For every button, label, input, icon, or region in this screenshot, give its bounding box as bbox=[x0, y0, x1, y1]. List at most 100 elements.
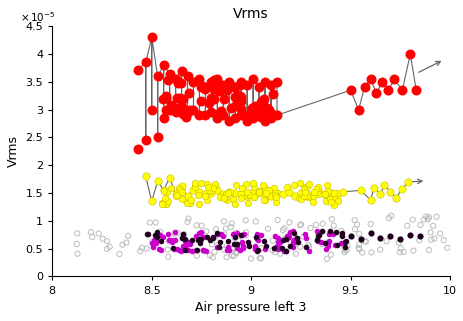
Point bbox=[432, 214, 439, 219]
Point bbox=[317, 240, 325, 245]
Point bbox=[387, 213, 394, 219]
Point bbox=[289, 183, 297, 188]
Point bbox=[273, 113, 280, 118]
Point bbox=[207, 95, 214, 100]
Point bbox=[99, 236, 106, 241]
Point bbox=[329, 190, 337, 195]
Point bbox=[165, 239, 172, 244]
Point bbox=[270, 186, 277, 191]
Point bbox=[366, 76, 373, 82]
Point bbox=[255, 104, 263, 109]
Point bbox=[300, 189, 308, 195]
Point bbox=[165, 237, 172, 242]
Point bbox=[219, 113, 226, 118]
Point bbox=[406, 51, 413, 56]
Point bbox=[255, 85, 262, 90]
Point bbox=[158, 201, 165, 206]
Point bbox=[306, 225, 313, 230]
Point bbox=[242, 242, 249, 247]
Point bbox=[231, 236, 238, 241]
Point bbox=[183, 242, 191, 247]
Point bbox=[210, 249, 218, 254]
Point bbox=[206, 237, 213, 242]
Point bbox=[220, 232, 227, 237]
Point bbox=[296, 190, 304, 195]
Point bbox=[245, 243, 252, 248]
Point bbox=[183, 110, 191, 115]
Point bbox=[290, 230, 297, 236]
Point bbox=[304, 242, 312, 247]
Point bbox=[257, 246, 264, 251]
Point bbox=[336, 240, 344, 246]
Point bbox=[153, 234, 161, 239]
Point bbox=[299, 234, 307, 239]
Point bbox=[396, 236, 403, 241]
Point bbox=[174, 230, 181, 235]
Point bbox=[199, 247, 206, 252]
Point bbox=[146, 220, 153, 225]
Point bbox=[264, 107, 271, 112]
Point bbox=[366, 197, 373, 202]
Point bbox=[207, 110, 215, 115]
Point bbox=[303, 195, 311, 200]
Point bbox=[280, 249, 287, 254]
Point bbox=[398, 88, 405, 93]
Point bbox=[240, 231, 247, 236]
Point bbox=[160, 188, 167, 194]
Point bbox=[384, 88, 391, 93]
Point bbox=[177, 184, 185, 189]
Point bbox=[372, 91, 379, 96]
Point bbox=[87, 230, 94, 235]
Point bbox=[181, 247, 188, 252]
Point bbox=[246, 192, 253, 197]
Point bbox=[231, 116, 238, 121]
Point bbox=[285, 234, 293, 239]
Point bbox=[260, 96, 268, 101]
Point bbox=[386, 189, 393, 195]
Point bbox=[249, 180, 256, 186]
Point bbox=[362, 239, 369, 244]
Point bbox=[164, 247, 171, 252]
Point bbox=[328, 231, 336, 236]
Point bbox=[244, 200, 251, 205]
Point bbox=[178, 196, 185, 201]
Point bbox=[160, 116, 167, 121]
Point bbox=[167, 102, 175, 107]
Point bbox=[261, 118, 268, 123]
Point bbox=[162, 107, 169, 112]
Point bbox=[384, 215, 392, 221]
Point bbox=[331, 230, 338, 235]
Point bbox=[144, 231, 151, 237]
Point bbox=[237, 113, 244, 118]
Point bbox=[399, 249, 407, 255]
Point bbox=[233, 93, 240, 98]
Point bbox=[168, 239, 175, 244]
Point bbox=[136, 249, 144, 254]
Point bbox=[180, 246, 187, 251]
Point bbox=[254, 247, 262, 253]
Point bbox=[308, 200, 316, 205]
Point bbox=[282, 248, 289, 253]
Point bbox=[220, 219, 227, 224]
Point bbox=[229, 246, 236, 251]
Point bbox=[208, 242, 215, 247]
Point bbox=[198, 247, 206, 252]
Point bbox=[134, 146, 141, 151]
Point bbox=[409, 248, 416, 253]
Point bbox=[285, 232, 292, 238]
Point bbox=[163, 78, 171, 83]
Point bbox=[186, 241, 193, 247]
Point bbox=[152, 239, 160, 244]
Point bbox=[209, 255, 216, 260]
Point bbox=[255, 113, 262, 118]
Point bbox=[177, 248, 184, 253]
Point bbox=[211, 182, 218, 187]
Point bbox=[282, 249, 289, 254]
Point bbox=[239, 244, 246, 249]
Point bbox=[158, 201, 165, 206]
Point bbox=[231, 190, 238, 195]
Point bbox=[436, 231, 443, 236]
Point bbox=[225, 247, 232, 252]
Point bbox=[250, 244, 258, 249]
Point bbox=[249, 116, 257, 121]
